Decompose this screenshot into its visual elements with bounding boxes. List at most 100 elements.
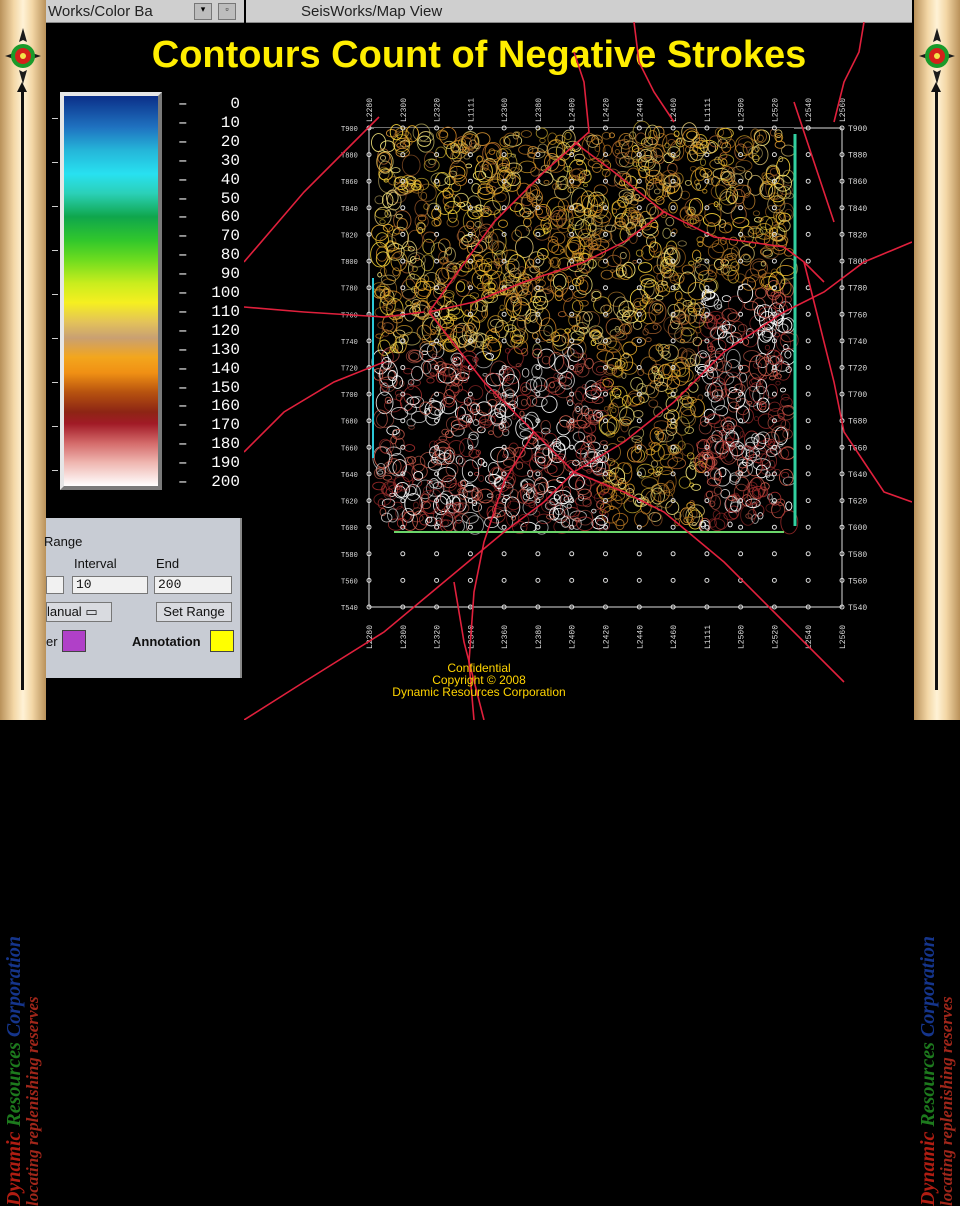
color-tick-label: –170 xyxy=(178,416,240,435)
option-menu-icon: ▭ xyxy=(85,604,98,619)
banner-word-corporation: Corporation xyxy=(3,935,25,1038)
color-tick-label: –80 xyxy=(178,246,240,265)
set-range-button[interactable]: Set Range xyxy=(156,602,232,622)
left-trace-label: T540 xyxy=(341,605,358,613)
map-view-window-titlebar[interactable]: SeisWorks/Map View xyxy=(246,0,912,23)
top-line-label: L2540 xyxy=(805,98,814,122)
right-trace-label: T660 xyxy=(848,444,867,453)
mode-value: lanual xyxy=(47,604,82,619)
color-tick-label: –190 xyxy=(178,454,240,473)
contour-map-canvas[interactable]: L2280 L2300 L2320 L1111 L2360 L2380 L2400 L2420… xyxy=(243,21,913,721)
right-trace-label: T740 xyxy=(848,338,867,347)
color-tick-label: –200 xyxy=(178,473,240,491)
top-line-label: L1111 xyxy=(467,98,476,122)
left-trace-label: T900 xyxy=(341,126,358,134)
left-trace-label: T680 xyxy=(341,419,358,427)
right-trace-label: T900 xyxy=(848,125,867,134)
right-trace-label: T680 xyxy=(848,418,867,427)
color-scale-bar xyxy=(60,92,162,490)
end-field[interactable]: 200 xyxy=(154,576,232,594)
end-label: End xyxy=(156,556,180,571)
banner-tagline: locating replenishing reserves xyxy=(937,996,956,1206)
left-trace-label: T860 xyxy=(341,179,358,187)
map-view[interactable]: L2280 L2300 L2320 L1111 L2360 L2380 L2400 L2420… xyxy=(243,21,913,721)
banner-word-dynamic: Dynamic xyxy=(917,1126,939,1206)
mode-option-menu[interactable]: lanual ▭ xyxy=(46,602,112,622)
bottom-line-label: L1111 xyxy=(704,625,713,649)
banner-tagline: locating replenishing reserves xyxy=(23,996,42,1206)
confidential-footer: Confidential Copyright © 2008 Dynamic Re… xyxy=(244,662,714,698)
color-tick-label: –90 xyxy=(178,265,240,284)
top-line-label: L2500 xyxy=(738,98,747,122)
footer-line-1: Confidential xyxy=(447,661,511,675)
top-line-label: L2460 xyxy=(670,98,679,122)
color-tick-label: –10 xyxy=(178,113,240,132)
right-trace-label: T800 xyxy=(848,258,867,267)
right-trace-label: T580 xyxy=(848,551,867,560)
right-banner: Dynamic Resources Corporation locating r… xyxy=(914,0,960,1206)
color-bar-window-titlebar[interactable]: Works/Color Ba ▾ ▫ xyxy=(46,0,244,23)
map-view-window-title: SeisWorks/Map View xyxy=(301,3,443,20)
color-bar-left-ticks xyxy=(52,118,58,478)
banner-text: Dynamic Resources Corporation locating r… xyxy=(3,166,44,1206)
banner-word-dynamic: Dynamic xyxy=(3,1126,25,1206)
annotation-label: Annotation xyxy=(132,634,201,649)
annotation-color-swatch[interactable] xyxy=(210,630,234,652)
bottom-line-label: L2560 xyxy=(839,625,848,649)
right-trace-label: T820 xyxy=(848,231,867,240)
right-trace-label: T760 xyxy=(848,311,867,320)
left-trace-label: T720 xyxy=(341,366,358,374)
window-minimize-button[interactable]: ▫ xyxy=(218,3,236,20)
range-heading: Range xyxy=(44,534,83,549)
color-tick-label: –0 xyxy=(178,95,240,113)
banner-word-resources: Resources xyxy=(917,1037,939,1127)
right-trace-label: T620 xyxy=(848,498,867,507)
other-color-swatch[interactable] xyxy=(62,630,86,652)
panel-shadow xyxy=(46,678,242,720)
right-trace-label: T720 xyxy=(848,365,867,374)
left-trace-label: T560 xyxy=(341,578,358,586)
footer-line-3: Dynamic Resources Corporation xyxy=(392,685,566,699)
top-line-label: L2360 xyxy=(501,98,510,122)
banner-word-resources: Resources xyxy=(3,1037,25,1127)
color-tick-label: –140 xyxy=(178,359,240,378)
right-trace-label: T540 xyxy=(848,604,867,613)
color-tick-label: –100 xyxy=(178,284,240,302)
top-line-label: L1111 xyxy=(704,98,713,122)
color-tick-label: –70 xyxy=(178,227,240,246)
top-line-label: L2400 xyxy=(569,98,578,122)
window-menu-button[interactable]: ▾ xyxy=(194,3,212,20)
right-trace-label: T840 xyxy=(848,205,867,214)
top-line-label: L2420 xyxy=(603,98,612,122)
left-trace-label: T600 xyxy=(341,525,358,533)
bottom-line-label: L2420 xyxy=(603,625,612,649)
top-line-label: L2440 xyxy=(636,98,645,122)
interval-field[interactable]: 10 xyxy=(72,576,148,594)
start-field[interactable] xyxy=(46,576,64,594)
slide-title: Contours Count of Negative Strokes xyxy=(151,34,807,76)
bottom-line-label: L2380 xyxy=(535,625,544,649)
top-line-label: L2380 xyxy=(535,98,544,122)
color-tick-label: –60 xyxy=(178,208,240,227)
color-tick-label: –180 xyxy=(178,435,240,454)
bottom-line-label: L2540 xyxy=(805,625,814,649)
compass-logo-icon xyxy=(919,28,955,84)
top-line-label: L2560 xyxy=(839,98,848,122)
left-trace-label: T760 xyxy=(341,312,358,320)
color-tick-label: –30 xyxy=(178,151,240,170)
right-trace-label: T700 xyxy=(848,391,867,400)
color-tick-label: –50 xyxy=(178,189,240,208)
left-banner: Dynamic Resources Corporation locating r… xyxy=(0,0,46,1206)
bottom-line-label: L2280 xyxy=(366,625,375,649)
interval-label: Interval xyxy=(74,556,117,571)
right-trace-label: T560 xyxy=(848,577,867,586)
left-trace-label: T640 xyxy=(341,472,358,480)
color-bar-panel: –0–10–20–30–40–50–60–70–80–90–100–110–12… xyxy=(46,88,240,518)
left-trace-label: T700 xyxy=(341,392,358,400)
left-trace-label: T880 xyxy=(341,153,358,161)
left-trace-label: T580 xyxy=(341,552,358,560)
bottom-line-label: L2320 xyxy=(434,625,443,649)
color-bar-window-title: Works/Color Ba xyxy=(48,3,153,20)
bottom-line-label: L2400 xyxy=(569,625,578,649)
left-trace-label: T780 xyxy=(341,286,358,294)
